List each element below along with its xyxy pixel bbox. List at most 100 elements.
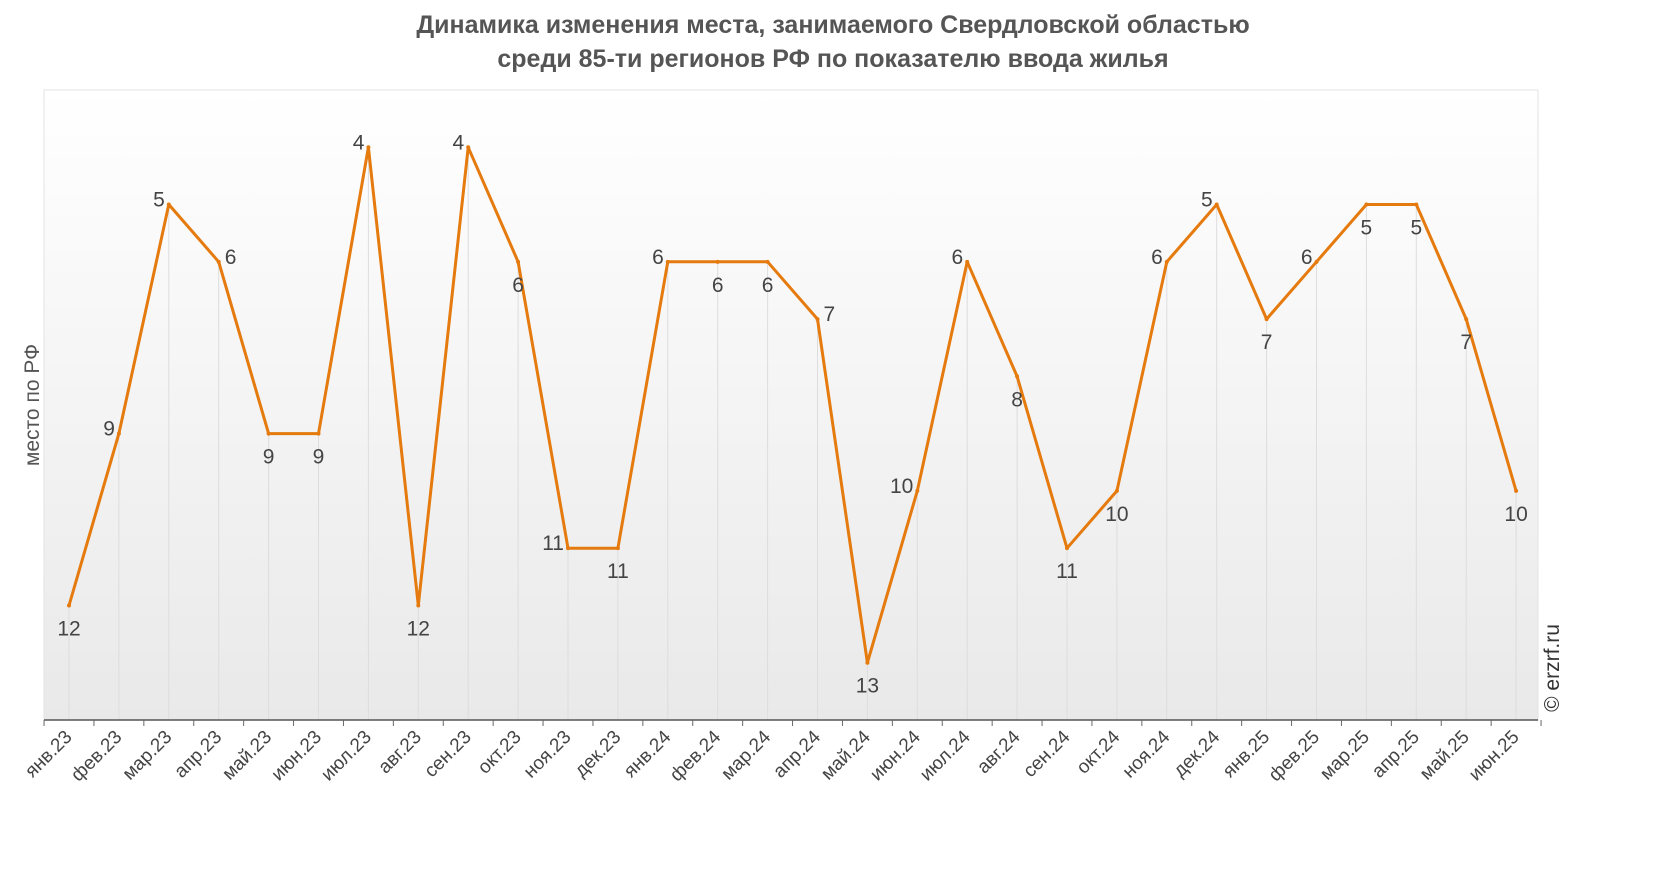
data-label: 10 (890, 475, 913, 498)
data-label: 6 (652, 246, 664, 269)
data-label: 6 (1151, 246, 1163, 269)
x-tick-label: окт.24 (1073, 726, 1125, 778)
y-axis-label: место по РФ (21, 344, 44, 466)
data-point (116, 431, 121, 436)
data-label: 5 (1410, 217, 1422, 240)
data-label: 5 (1201, 189, 1213, 212)
data-point (1164, 259, 1169, 264)
x-tick-label: июн.24 (866, 726, 925, 785)
data-label: 5 (1361, 217, 1373, 240)
data-label: 13 (856, 675, 879, 698)
x-tick-label: дек.23 (571, 727, 626, 782)
x-tick-label: май.23 (218, 727, 276, 785)
data-point (216, 259, 221, 264)
data-label: 9 (103, 418, 115, 441)
x-tick-label: мар.24 (717, 726, 775, 784)
x-tick-label: июн.23 (268, 727, 327, 786)
x-tick-label: сен.23 (421, 727, 476, 782)
plot-background (43, 89, 1539, 721)
data-labels: 12 9 5 6 9 9 4 12 4 6 11 11 6 6 6 7 13 10 6 8 11 10 6 5 7 6 5 5 7 10 (57, 131, 1527, 697)
credit-label: © erzrf.ru (1541, 624, 1564, 712)
chart-title: Динамика изменения места, занимаемого Св… (416, 11, 1250, 39)
x-tick-label: май.24 (817, 726, 875, 784)
data-label: 6 (762, 274, 774, 297)
data-label: 10 (1504, 503, 1527, 526)
data-point (416, 603, 421, 608)
data-point (166, 202, 171, 207)
data-point (1414, 202, 1419, 207)
x-tick-label: апр.25 (1368, 727, 1424, 783)
data-point (466, 145, 471, 150)
data-label: 7 (824, 303, 836, 326)
data-point (67, 603, 71, 608)
data-point (1514, 488, 1519, 493)
data-point (566, 546, 570, 551)
data-label: 8 (1011, 388, 1023, 411)
data-label: 11 (542, 532, 564, 555)
data-point (516, 259, 521, 264)
data-point (1065, 546, 1069, 551)
data-label: 10 (1105, 503, 1128, 526)
x-tick-label: фев.23 (67, 727, 126, 786)
data-point (1314, 259, 1319, 264)
x-tick-label: ноя.23 (520, 727, 576, 783)
data-point (965, 259, 970, 264)
data-point (865, 660, 870, 665)
x-tick-label: июл.24 (916, 726, 975, 785)
data-point (1214, 202, 1219, 207)
data-label: 9 (263, 446, 275, 469)
data-label: 6 (1301, 246, 1313, 269)
data-label: 6 (512, 274, 524, 297)
x-tick-label: апр.24 (769, 726, 825, 782)
x-tick-label: мар.23 (119, 727, 177, 785)
data-point (1114, 488, 1119, 493)
data-label: 7 (1460, 331, 1472, 354)
x-tick-label: июл.23 (317, 727, 376, 786)
data-point (665, 259, 670, 264)
data-label: 12 (57, 617, 80, 640)
data-label: 6 (712, 274, 724, 297)
data-point (615, 546, 620, 551)
data-label: 12 (407, 617, 430, 640)
x-tick-label: янв.23 (21, 727, 76, 782)
data-point (316, 431, 321, 436)
data-point (1364, 202, 1369, 207)
data-label: 9 (313, 446, 325, 469)
data-label: 7 (1261, 331, 1273, 354)
data-point (366, 145, 371, 150)
x-tick-label: апр.23 (170, 727, 226, 783)
x-tick-label: сен.24 (1019, 726, 1074, 781)
data-point (266, 431, 271, 436)
data-point (1464, 317, 1469, 322)
x-tick-label: авг.24 (973, 726, 1025, 778)
x-tick-label: июн.25 (1465, 727, 1524, 786)
data-label: 6 (225, 246, 237, 269)
x-tick-label: янв.25 (1219, 727, 1274, 782)
data-point (1015, 374, 1020, 379)
data-point (915, 488, 920, 493)
data-label: 4 (353, 131, 365, 154)
x-tick-label: ноя.24 (1119, 726, 1175, 782)
series-line-group (67, 145, 1519, 665)
data-label: 5 (153, 189, 165, 212)
data-label: 11 (607, 560, 629, 583)
data-label: 6 (952, 246, 964, 269)
series-line (67, 145, 1518, 665)
x-tick-label: дек.24 (1170, 726, 1225, 781)
data-label: 11 (1056, 560, 1078, 583)
x-axis-ticks (43, 720, 1542, 726)
data-point (715, 259, 720, 264)
grid-lines (68, 147, 1517, 720)
chart-subtitle: среди 85-ти регионов РФ по показателю вв… (497, 45, 1169, 73)
x-tick-label: янв.24 (620, 726, 676, 782)
chart-title-block: Динамика изменения места, занимаемого Св… (0, 8, 1666, 76)
x-tick-label: мар.25 (1316, 727, 1374, 785)
x-tick-label: окт.23 (474, 727, 526, 779)
data-label: 4 (453, 131, 465, 154)
x-tick-label: авг.23 (374, 727, 425, 778)
x-tick-label: май.25 (1416, 727, 1474, 785)
x-tick-label: фев.25 (1265, 727, 1324, 786)
data-point (765, 259, 770, 264)
x-tick-label: фев.24 (666, 726, 725, 785)
